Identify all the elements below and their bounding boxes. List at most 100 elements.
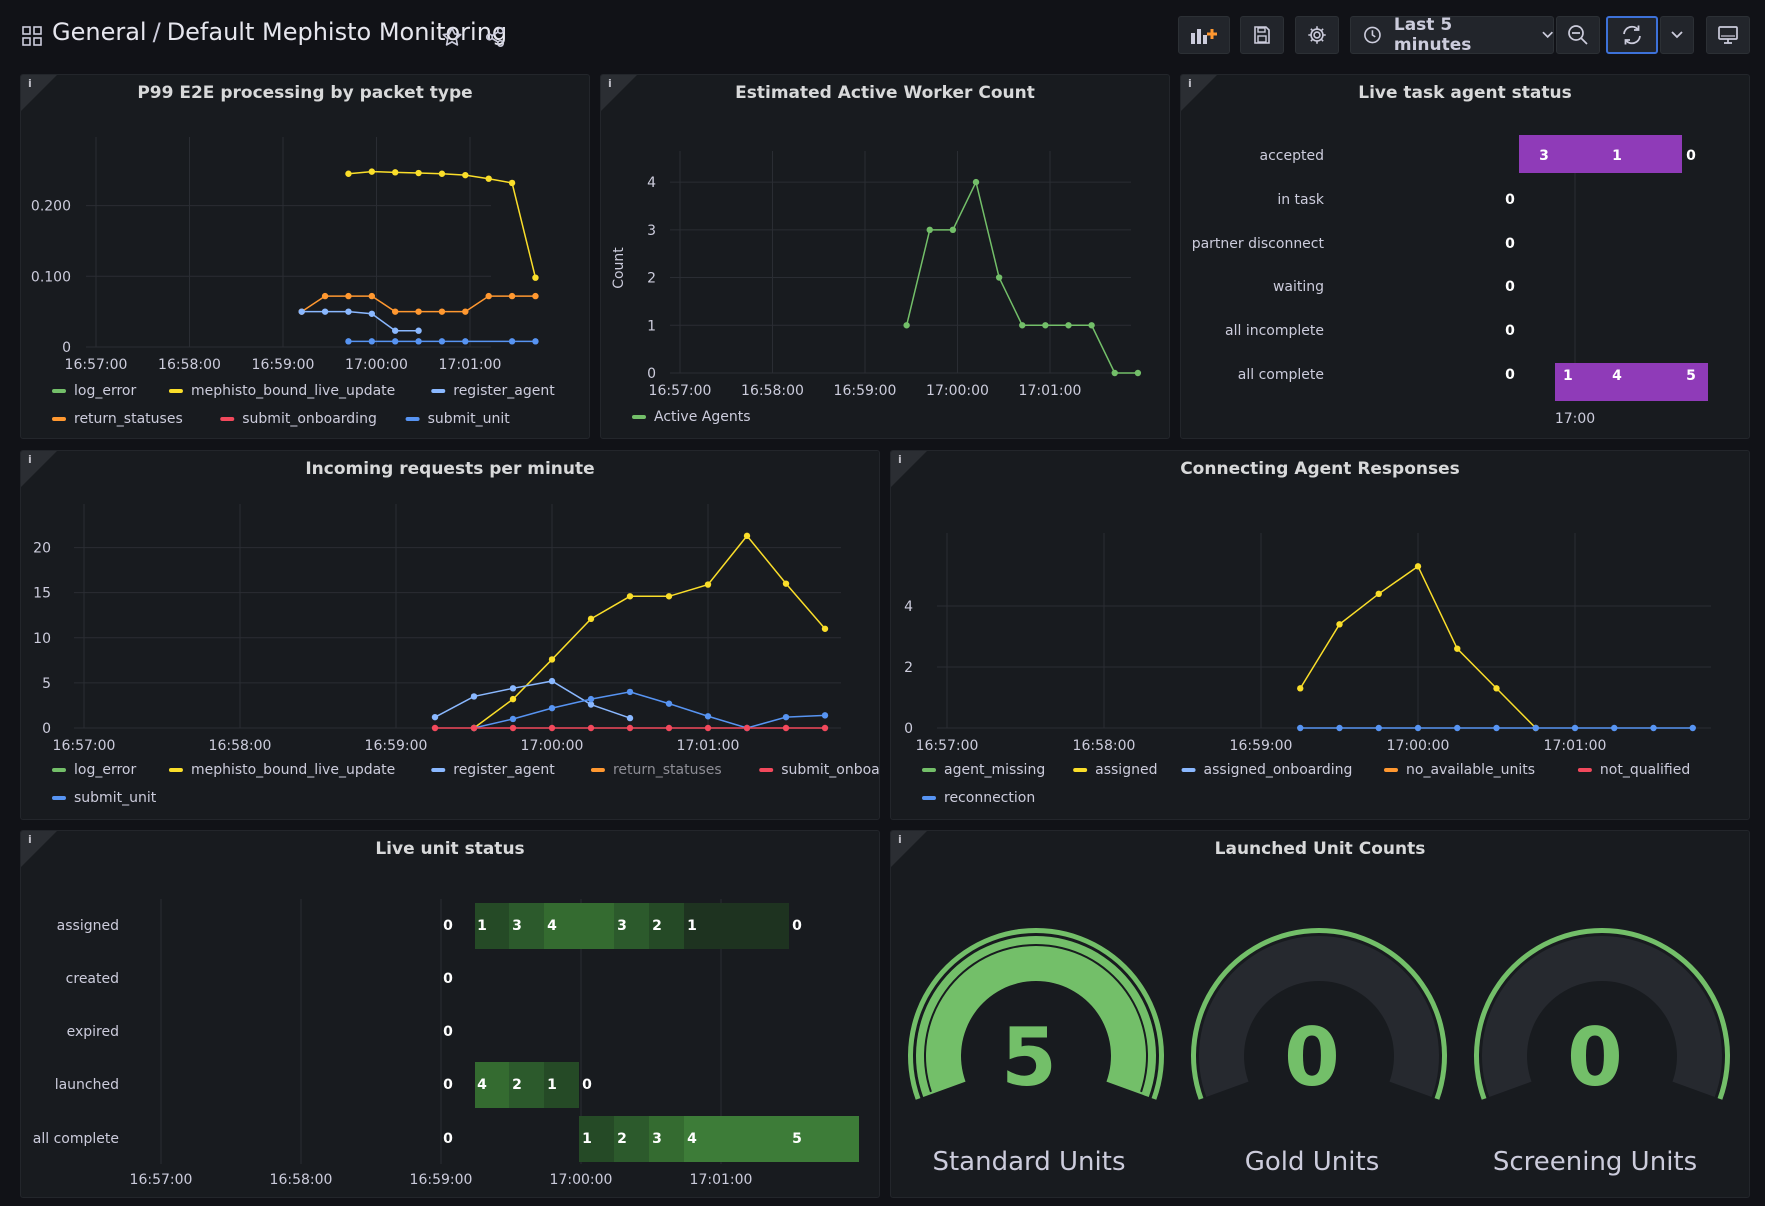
- legend-swatch: [431, 389, 446, 393]
- series-line: [301, 310, 419, 332]
- x-tick-label: 17:00:00: [1387, 738, 1450, 754]
- data-point: [548, 656, 556, 663]
- panel-info-corner[interactable]: [21, 75, 57, 111]
- x-tick-label: 17:00:00: [926, 383, 989, 399]
- breadcrumb-folder[interactable]: General: [52, 18, 147, 46]
- gauge-value-screening: 0: [1567, 1011, 1623, 1104]
- chevron-down-icon: [1542, 31, 1553, 39]
- data-point: [470, 693, 478, 700]
- y-tick-label: 0.100: [31, 269, 71, 285]
- star-icon[interactable]: [441, 26, 463, 48]
- row-label: expired: [67, 1024, 119, 1040]
- panel-info-corner[interactable]: [1181, 75, 1217, 111]
- data-point: [665, 593, 673, 600]
- data-point: [1375, 590, 1382, 597]
- unit-status-timeline: assigned created expired launched all comple…: [33, 899, 859, 1188]
- data-point: [438, 338, 446, 345]
- data-point: [438, 308, 446, 315]
- panel-title[interactable]: Launched Unit Counts: [1214, 839, 1426, 859]
- cell-value: 2: [652, 918, 662, 934]
- data-point: [1297, 724, 1304, 732]
- data-point: [821, 625, 829, 632]
- legend-swatch: [220, 417, 235, 421]
- x-tick-label: 16:59:00: [834, 383, 897, 399]
- data-point: [587, 615, 595, 623]
- data-point: [462, 338, 469, 345]
- panel-title[interactable]: P99 E2E processing by packet type: [137, 83, 473, 103]
- cell-value: 2: [512, 1077, 522, 1093]
- data-point: [368, 292, 376, 300]
- x-tick-label: 16:57:00: [130, 1172, 193, 1188]
- legend-label: register_agent: [453, 762, 555, 778]
- data-point: [508, 338, 516, 345]
- data-point: [548, 724, 556, 732]
- time-range-picker[interactable]: Last 5 minutes: [1350, 15, 1554, 55]
- p99-line-chart: 0 0.100 0.200 16:57:00 16:58:00 16:59:00 17:00…: [31, 137, 555, 427]
- data-point: [1336, 724, 1343, 732]
- data-point: [462, 308, 469, 315]
- legend-label: not_qualified: [1600, 762, 1690, 778]
- status-cell: [509, 903, 544, 949]
- y-tick-label: 10: [33, 631, 51, 647]
- panel-info-corner[interactable]: [891, 831, 927, 867]
- refresh-interval-dropdown[interactable]: [1660, 16, 1694, 54]
- cell-value: 0: [443, 971, 453, 987]
- gauge-track: [1199, 936, 1439, 1098]
- data-point: [704, 724, 712, 732]
- panel-info-corner[interactable]: [21, 451, 57, 487]
- data-point: [509, 715, 517, 723]
- data-point: [345, 308, 352, 315]
- data-point: [665, 724, 673, 732]
- data-point: [626, 724, 634, 732]
- dashboard-settings-button[interactable]: [1295, 16, 1339, 54]
- apps-grid-icon[interactable]: [22, 26, 42, 46]
- panel-p99-processing: i P99 E2E processing by packet type 0 0.1…: [20, 74, 590, 439]
- panel-title[interactable]: Live unit status: [375, 839, 525, 859]
- data-point: [587, 695, 595, 703]
- task-status-timeline: accepted in task partner disconnect waiting…: [1192, 135, 1708, 427]
- x-tick-label: 16:58:00: [1073, 738, 1136, 754]
- tv-mode-button[interactable]: [1706, 16, 1750, 54]
- panel-title[interactable]: Incoming requests per minute: [305, 459, 595, 479]
- share-icon[interactable]: [484, 26, 506, 48]
- data-point: [1493, 724, 1500, 732]
- cell-value: 1: [582, 1131, 592, 1147]
- panel-title[interactable]: Live task agent status: [1358, 83, 1572, 103]
- cell-value: 3: [1539, 148, 1549, 164]
- legend-swatch: [1577, 768, 1592, 772]
- status-cell: [544, 1062, 579, 1108]
- legend-swatch: [1073, 768, 1088, 772]
- panel-title[interactable]: Estimated Active Worker Count: [735, 83, 1035, 103]
- status-cell: [614, 903, 649, 949]
- refresh-button[interactable]: [1606, 16, 1658, 54]
- data-point: [1042, 322, 1049, 329]
- panel-live-task-agent-status: i Live task agent status accepted in task…: [1180, 74, 1750, 439]
- panel-info-corner[interactable]: [891, 451, 927, 487]
- gauge-label-screening: Screening Units: [1492, 1147, 1698, 1177]
- legend-label: reconnection: [944, 790, 1035, 806]
- save-dashboard-button[interactable]: [1240, 16, 1284, 54]
- panel-info-corner[interactable]: [21, 831, 57, 867]
- cell-value: 0: [1686, 148, 1696, 164]
- data-point: [782, 580, 790, 587]
- row-label: partner disconnect: [1192, 236, 1325, 252]
- row-label: in task: [1277, 192, 1325, 208]
- legend-swatch: [922, 768, 936, 772]
- legend-label: log_error: [74, 762, 136, 778]
- x-tick-label: 16:57:00: [65, 357, 128, 373]
- series-line: [473, 691, 826, 729]
- cell-value: 1: [687, 918, 697, 934]
- x-tick-label: 16:58:00: [158, 357, 221, 373]
- add-panel-button[interactable]: [1178, 16, 1230, 54]
- data-point: [508, 179, 516, 187]
- legend-swatch: [52, 796, 66, 800]
- y-tick-label: 0: [647, 366, 656, 382]
- zoom-out-button[interactable]: [1556, 16, 1600, 54]
- data-point: [532, 274, 539, 281]
- data-point: [368, 168, 376, 175]
- data-point: [903, 322, 910, 329]
- y-tick-label: 4: [904, 599, 913, 615]
- cell-value: 0: [1505, 323, 1515, 339]
- panel-info-corner[interactable]: [601, 75, 637, 111]
- panel-title[interactable]: Connecting Agent Responses: [1180, 459, 1460, 479]
